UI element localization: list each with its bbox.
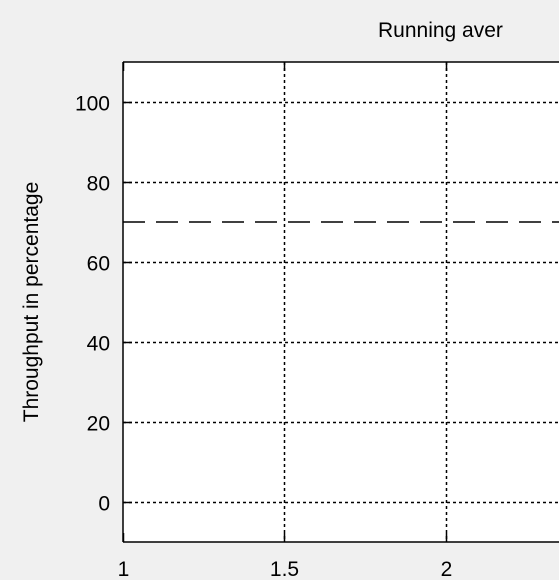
y-tick-label: 60 xyxy=(87,253,110,276)
grid-y xyxy=(123,101,559,504)
y-tick-label: 40 xyxy=(87,333,110,356)
y-tick-label: 20 xyxy=(87,413,110,436)
x-tick-label: 1 xyxy=(118,558,130,580)
x-tick-label: 1.5 xyxy=(270,558,299,580)
x-ticks: 1 1.5 2 xyxy=(118,62,453,580)
y-axis-label: Throughput in percentage xyxy=(20,182,43,423)
plot-area xyxy=(123,62,559,542)
chart-title: Running aver xyxy=(378,19,503,42)
y-tick-label: 100 xyxy=(75,93,110,116)
y-tick-label: 0 xyxy=(98,493,110,516)
axes-frame xyxy=(122,61,559,543)
grid-x xyxy=(283,62,448,542)
y-ticks: 0 20 40 60 80 100 xyxy=(75,93,132,516)
x-tick-label: 2 xyxy=(441,558,453,580)
y-tick-label: 80 xyxy=(87,173,110,196)
